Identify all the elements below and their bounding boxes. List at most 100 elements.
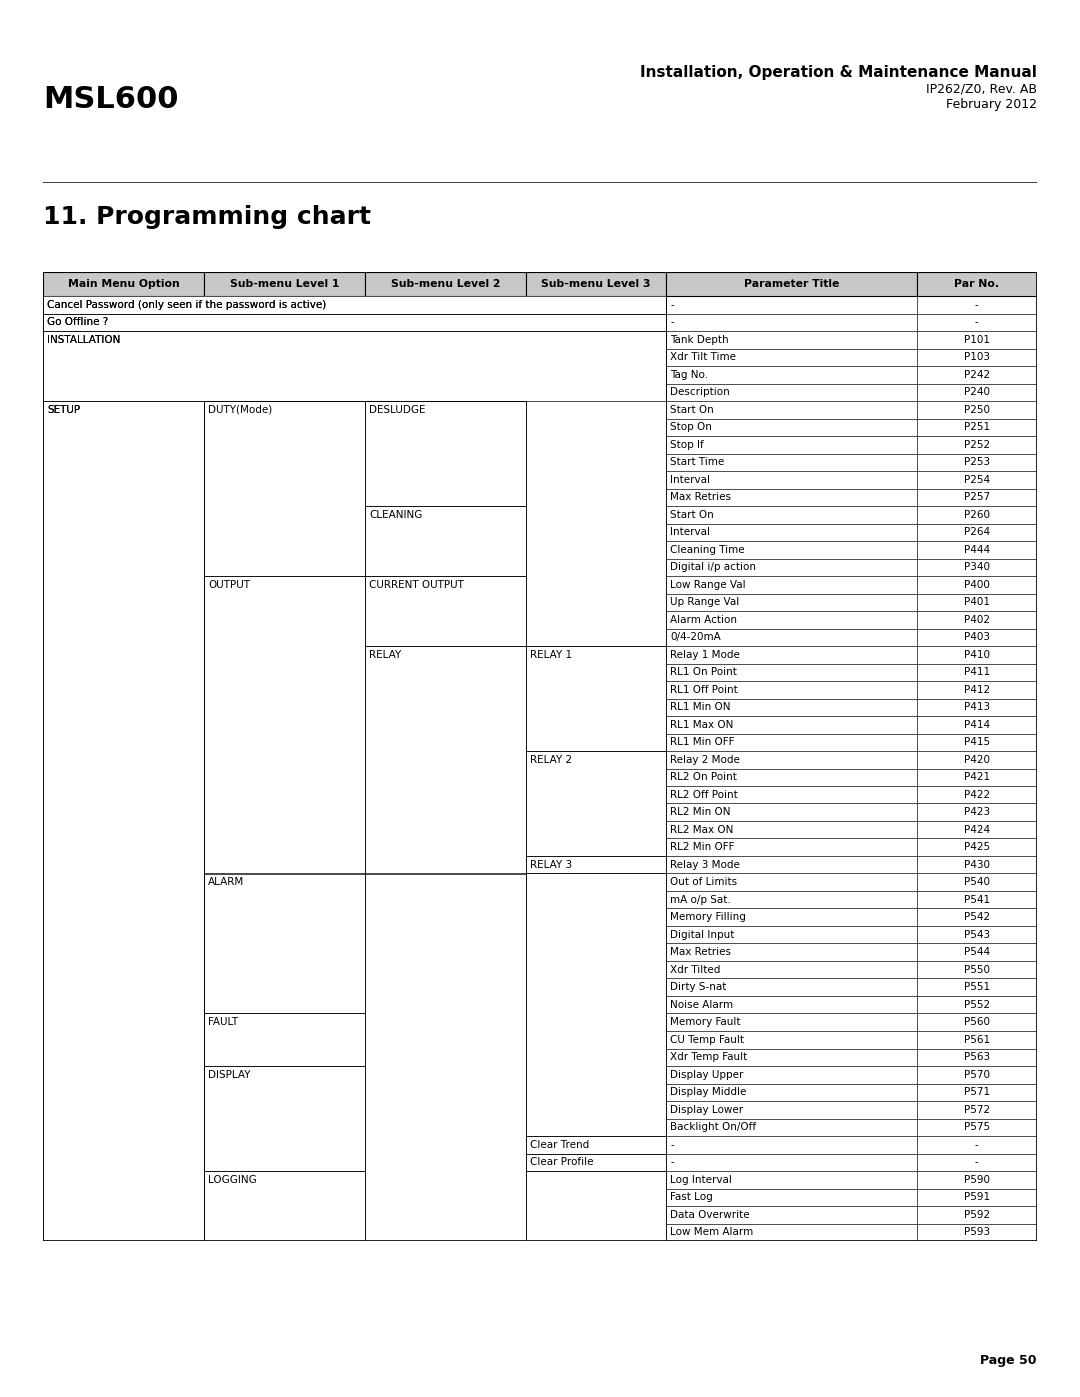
Bar	[917, 1119, 1037, 1136]
Text: P251: P251	[963, 422, 990, 432]
Bar	[365, 1119, 526, 1136]
Bar	[917, 961, 1037, 978]
Bar	[365, 366, 526, 384]
Bar	[526, 384, 666, 401]
Text: Clear Profile: Clear Profile	[530, 1157, 594, 1168]
Bar	[365, 401, 526, 419]
Text: Memory Filling: Memory Filling	[671, 912, 746, 922]
Bar	[666, 1049, 917, 1066]
Bar	[526, 926, 666, 943]
Text: Backlight On/Off: Backlight On/Off	[671, 1122, 756, 1132]
Bar	[526, 576, 666, 594]
Bar	[917, 787, 1037, 803]
Bar	[666, 856, 917, 873]
Bar	[204, 348, 365, 366]
Bar	[365, 296, 526, 401]
Bar	[917, 1136, 1037, 1154]
Bar	[204, 856, 365, 873]
Bar	[204, 1171, 365, 1241]
Bar	[365, 680, 526, 698]
Text: Xdr Tilted: Xdr Tilted	[671, 965, 720, 975]
Bar	[204, 1101, 365, 1119]
Bar	[204, 272, 365, 296]
Bar	[365, 926, 526, 943]
Bar	[43, 787, 204, 803]
Text: P444: P444	[963, 545, 990, 555]
Bar	[365, 576, 526, 594]
Bar	[365, 1171, 526, 1189]
Bar	[204, 943, 365, 961]
Text: Xdr Temp Fault: Xdr Temp Fault	[671, 1052, 747, 1062]
Bar	[666, 717, 917, 733]
Bar	[204, 576, 365, 594]
Bar	[365, 821, 526, 838]
Bar	[43, 768, 204, 787]
Text: P572: P572	[963, 1105, 990, 1115]
Text: RL1 Min ON: RL1 Min ON	[671, 703, 731, 712]
Bar	[917, 856, 1037, 873]
Bar	[666, 313, 917, 331]
Bar	[43, 296, 666, 313]
Bar	[666, 996, 917, 1013]
Bar	[666, 506, 917, 524]
Text: Stop On: Stop On	[671, 422, 712, 432]
Text: Noise Alarm: Noise Alarm	[671, 1000, 733, 1010]
Bar	[526, 506, 666, 524]
Text: Interval: Interval	[671, 527, 711, 538]
Bar	[43, 524, 204, 541]
Bar	[917, 1101, 1037, 1119]
Bar	[526, 1136, 666, 1154]
Bar	[204, 1154, 365, 1171]
Text: Cancel Password (only seen if the password is active): Cancel Password (only seen if the passwo…	[48, 300, 326, 310]
Bar	[526, 1154, 666, 1171]
Bar	[204, 873, 365, 1013]
Text: P593: P593	[963, 1227, 990, 1238]
Bar	[204, 559, 365, 576]
Bar	[526, 296, 666, 645]
Text: Up Range Val: Up Range Val	[671, 598, 740, 608]
Bar	[917, 401, 1037, 419]
Bar	[917, 733, 1037, 752]
Text: RELAY: RELAY	[369, 650, 402, 659]
Bar	[204, 436, 365, 454]
Bar	[204, 384, 365, 401]
Text: Digital i/p action: Digital i/p action	[671, 562, 756, 573]
Bar	[526, 348, 666, 366]
Bar	[666, 768, 917, 787]
Text: Main Menu Option: Main Menu Option	[68, 279, 179, 289]
Text: Alarm Action: Alarm Action	[671, 615, 738, 624]
Bar	[917, 680, 1037, 698]
Bar	[917, 1066, 1037, 1084]
Bar	[917, 803, 1037, 821]
Bar	[526, 1171, 666, 1241]
Bar	[204, 838, 365, 856]
Text: P242: P242	[963, 370, 990, 380]
Bar	[204, 1031, 365, 1049]
Bar	[666, 272, 917, 296]
Bar	[365, 856, 526, 873]
Bar	[666, 891, 917, 908]
Bar	[204, 576, 365, 873]
Text: P542: P542	[963, 912, 990, 922]
Bar	[43, 489, 204, 506]
Bar	[204, 978, 365, 996]
Bar	[666, 978, 917, 996]
Text: Dirty S-nat: Dirty S-nat	[671, 982, 727, 992]
Bar	[666, 454, 917, 471]
Bar	[917, 873, 1037, 891]
Bar	[43, 1084, 204, 1101]
Bar	[365, 384, 526, 401]
Bar	[666, 296, 917, 313]
Bar	[365, 698, 526, 717]
Bar	[917, 331, 1037, 348]
Bar	[43, 296, 204, 313]
Bar	[526, 1031, 666, 1049]
Bar	[666, 803, 917, 821]
Bar	[526, 1101, 666, 1119]
Bar	[365, 838, 526, 856]
Bar	[43, 366, 204, 384]
Text: P264: P264	[963, 527, 990, 538]
Text: Max Retries: Max Retries	[671, 492, 731, 503]
Text: P591: P591	[963, 1192, 990, 1203]
Bar	[204, 1206, 365, 1224]
